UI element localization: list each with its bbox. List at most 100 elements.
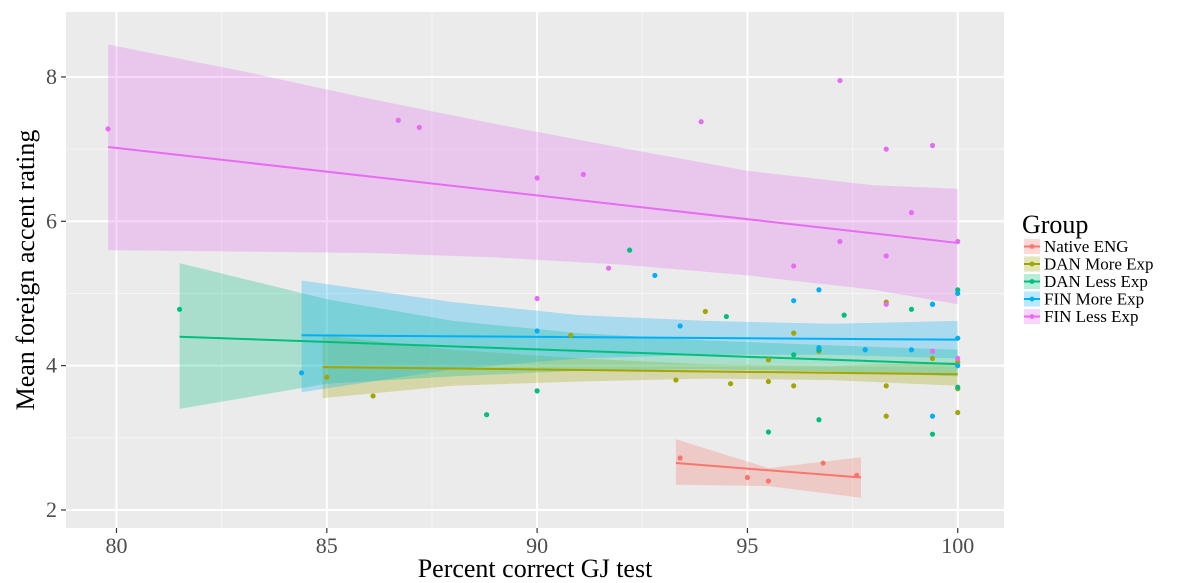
y-tick-label: 4 [46, 353, 57, 378]
fit-line [107, 145, 958, 244]
legend-label: Native ENG [1044, 237, 1129, 256]
x-axis-title: Percent correct GJ test [418, 554, 653, 583]
data-point [955, 287, 961, 293]
data-point [816, 287, 822, 293]
data-point [765, 357, 772, 363]
data-point [416, 124, 422, 131]
data-point [908, 210, 915, 216]
legend-label: FIN Less Exp [1044, 307, 1138, 326]
fit-lines [107, 145, 958, 479]
y-tick-label: 6 [46, 208, 57, 233]
data-point [908, 347, 915, 353]
data-point [673, 377, 679, 383]
confidence-band [108, 44, 958, 305]
data-points [105, 77, 961, 484]
data-point [841, 312, 847, 318]
x-tick-label: 95 [736, 533, 758, 558]
legend-label: FIN More Exp [1044, 290, 1144, 309]
data-point [791, 383, 797, 389]
legend-label: DAN More Exp [1044, 255, 1154, 274]
data-point [652, 272, 658, 279]
data-point [727, 381, 734, 387]
legend-key-point [1029, 261, 1035, 267]
data-point [765, 478, 772, 484]
data-point [568, 332, 574, 338]
data-point [484, 412, 490, 418]
data-point [883, 301, 889, 307]
y-axis-title: Mean foreign accent rating [11, 130, 40, 411]
data-point [955, 384, 961, 390]
data-point [744, 474, 751, 481]
legend-key-point [1029, 314, 1035, 319]
data-point [883, 383, 889, 389]
fit-line [179, 335, 958, 366]
data-point [627, 247, 633, 253]
data-point [883, 253, 889, 259]
data-point [955, 335, 961, 341]
data-point [955, 409, 961, 416]
data-point [105, 126, 111, 132]
data-point [837, 238, 843, 245]
fit-line [301, 334, 958, 341]
legend-key-point [1029, 244, 1035, 249]
data-point [929, 301, 936, 307]
data-point [534, 175, 540, 181]
data-point [929, 348, 936, 354]
confidence-band [301, 280, 958, 393]
data-point [908, 306, 915, 312]
data-point [883, 146, 889, 152]
data-point [395, 117, 401, 123]
data-point [765, 378, 772, 385]
y-tick-label: 2 [46, 497, 57, 522]
confidence-band [675, 439, 861, 498]
x-tick-label: 90 [526, 533, 548, 558]
data-point [791, 298, 797, 304]
data-point [955, 355, 961, 362]
data-point [677, 323, 683, 329]
data-point [791, 330, 797, 336]
legend-label: DAN Less Exp [1044, 272, 1148, 291]
grid [66, 12, 1004, 528]
data-point [765, 429, 772, 435]
fit-line [675, 462, 862, 479]
data-point [929, 142, 936, 149]
data-point [702, 308, 708, 315]
data-point [370, 393, 376, 399]
data-point [534, 328, 540, 334]
y-tick-label: 8 [46, 64, 57, 89]
data-point [862, 347, 868, 353]
data-point [883, 413, 889, 419]
data-point [324, 374, 330, 380]
data-point [534, 388, 540, 394]
data-point [837, 77, 843, 84]
data-point [816, 417, 822, 423]
data-point [820, 460, 826, 466]
data-point [955, 359, 961, 365]
legend-key-point [1029, 296, 1035, 302]
x-tick-label: 100 [941, 533, 974, 558]
data-point [176, 306, 183, 312]
data-point [791, 263, 797, 269]
x-axis-ticks: 80 85 90 95 100 [105, 528, 974, 558]
data-point [854, 472, 860, 478]
data-point [929, 413, 936, 419]
legend-title: Group [1022, 210, 1088, 239]
data-point [816, 344, 822, 351]
data-point [929, 431, 936, 437]
data-point [534, 295, 540, 302]
data-point [606, 265, 612, 271]
data-point [580, 171, 586, 177]
data-point [929, 355, 936, 362]
fit-line [322, 366, 958, 376]
data-point [955, 238, 961, 245]
data-point [955, 290, 961, 297]
data-point [298, 370, 305, 376]
data-point [698, 119, 704, 125]
legend-key-point [1029, 279, 1035, 284]
data-point [955, 363, 961, 369]
x-tick-label: 80 [105, 533, 127, 558]
data-point [723, 313, 729, 320]
data-point [791, 352, 797, 358]
